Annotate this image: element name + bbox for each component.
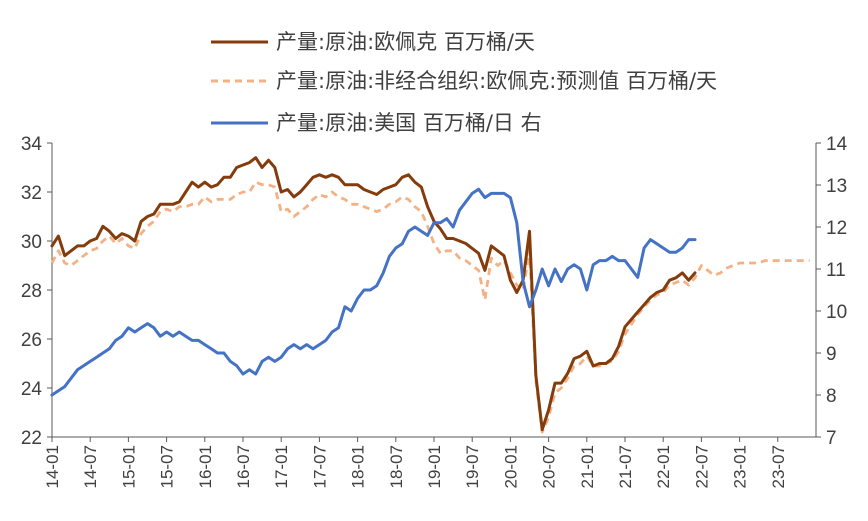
right-tick-label: 11 [826, 260, 846, 281]
axes: 22 24 26 28 30 32 34 7 8 9 10 11 12 13 14 14-01 14-07 15-… [21, 134, 848, 488]
x-tick-label: 22-01 [654, 445, 673, 488]
legend-label-2: 产量:原油:美国 百万桶/日 右 [276, 111, 542, 135]
right-tick-label: 13 [826, 176, 847, 197]
right-tick-label: 7 [826, 428, 837, 449]
left-tick-label: 30 [21, 232, 42, 253]
right-tick-label: 14 [826, 134, 848, 155]
right-tick-label: 12 [826, 218, 847, 239]
x-tick-label: 17-01 [272, 445, 291, 488]
x-tick-label: 19-07 [463, 445, 482, 488]
x-tick-label: 18-07 [387, 445, 406, 488]
x-tick-label: 15-01 [119, 445, 138, 488]
left-tick-label: 34 [21, 134, 43, 155]
x-tick-label: 14-01 [43, 445, 62, 488]
x-tick-label: 22-07 [692, 445, 711, 488]
left-tick-label: 28 [21, 281, 42, 302]
x-tick-label: 21-07 [616, 445, 635, 488]
x-tick-label: 21-01 [578, 445, 597, 488]
x-tick-label: 18-01 [349, 445, 368, 488]
right-tick-label: 8 [826, 386, 837, 407]
series-line-1 [50, 180, 810, 434]
x-tick-label: 20-07 [540, 445, 559, 488]
x-tick-label: 15-07 [158, 445, 177, 488]
left-tick-label: 22 [21, 428, 42, 449]
series-line-2 [50, 187, 697, 397]
legend: 产量:原油:欧佩克 百万桶/天产量:原油:非经合组织:欧佩克:预测值 百万桶/天… [211, 30, 717, 135]
legend-label-1: 产量:原油:非经合组织:欧佩克:预测值 百万桶/天 [276, 69, 717, 93]
series-line-0 [50, 156, 697, 432]
x-tick-label: 19-01 [425, 445, 444, 488]
x-tick-label: 23-01 [731, 445, 750, 488]
x-tick-label: 14-07 [81, 445, 100, 488]
x-tick-label: 17-07 [310, 445, 329, 488]
left-tick-label: 26 [21, 330, 42, 351]
x-tick-label: 16-07 [234, 445, 253, 488]
x-tick-label: 16-01 [196, 445, 215, 488]
x-tick-label: 23-07 [769, 445, 788, 488]
legend-label-0: 产量:原油:欧佩克 百万桶/天 [276, 30, 535, 54]
left-tick-label: 24 [21, 379, 43, 400]
left-tick-label: 32 [21, 183, 42, 204]
right-tick-label: 9 [826, 344, 837, 365]
x-tick-label: 20-01 [501, 445, 520, 488]
right-tick-label: 10 [826, 302, 847, 323]
series-layer [50, 156, 810, 434]
